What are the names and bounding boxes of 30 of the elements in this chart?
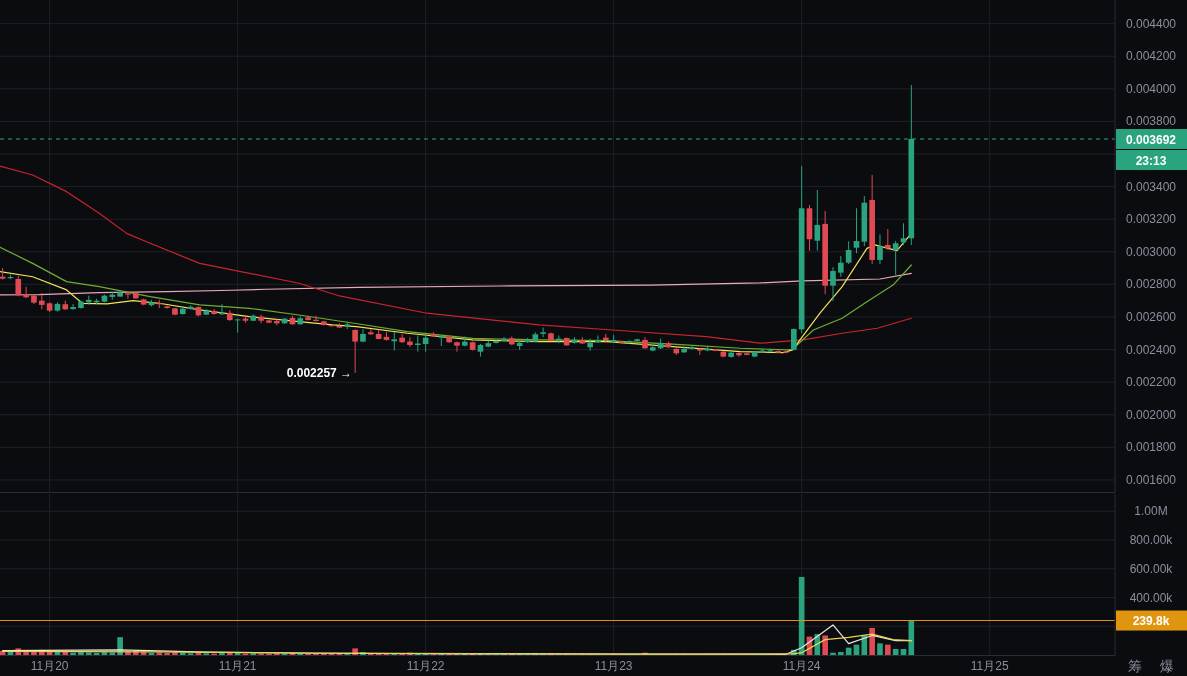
y-tick-label: 0.003200 <box>1125 212 1177 227</box>
y-tick-label: 0.004400 <box>1125 16 1177 31</box>
text: 23:13 <box>1135 153 1167 168</box>
y-tick-label: 0.004000 <box>1125 81 1177 96</box>
y-tick-label: 0.003800 <box>1125 114 1177 129</box>
annotation: 0.002257 → <box>286 365 353 380</box>
y-tick-label: 0.002400 <box>1125 342 1177 357</box>
x-tick-label: 11月25 <box>970 659 1009 673</box>
text: 筹 <box>1128 658 1142 674</box>
x-tick-label: 11月22 <box>406 659 445 673</box>
ref-line-label: 239.8k <box>1132 614 1170 629</box>
x-tick-label: 11月24 <box>782 659 821 673</box>
y-tick-label: 0.001600 <box>1125 472 1177 487</box>
y-tick-label: 600.00k <box>1129 561 1174 576</box>
y-tick-label: 800.00k <box>1129 533 1174 547</box>
text: 爆 <box>1160 658 1174 674</box>
y-tick-label: 0.003400 <box>1125 179 1177 194</box>
y-tick-label: 1.00M <box>1134 504 1168 519</box>
ref-line-label: 0.003692 <box>1125 132 1177 147</box>
y-tick-label: 0.002000 <box>1125 407 1177 422</box>
y-tick-label: 0.003000 <box>1125 244 1177 259</box>
x-tick-label: 11月20 <box>30 659 69 673</box>
y-tick-label: 0.002600 <box>1125 309 1177 324</box>
y-tick-label: 0.002800 <box>1125 277 1177 292</box>
y-tick-label: 0.002200 <box>1125 375 1177 390</box>
y-tick-label: 400.00k <box>1129 590 1174 605</box>
y-tick-label: 0.004200 <box>1125 49 1177 64</box>
y-tick-label: 0.001800 <box>1125 440 1177 455</box>
x-tick-label: 11月23 <box>594 659 633 673</box>
x-tick-label: 11月21 <box>218 659 257 673</box>
